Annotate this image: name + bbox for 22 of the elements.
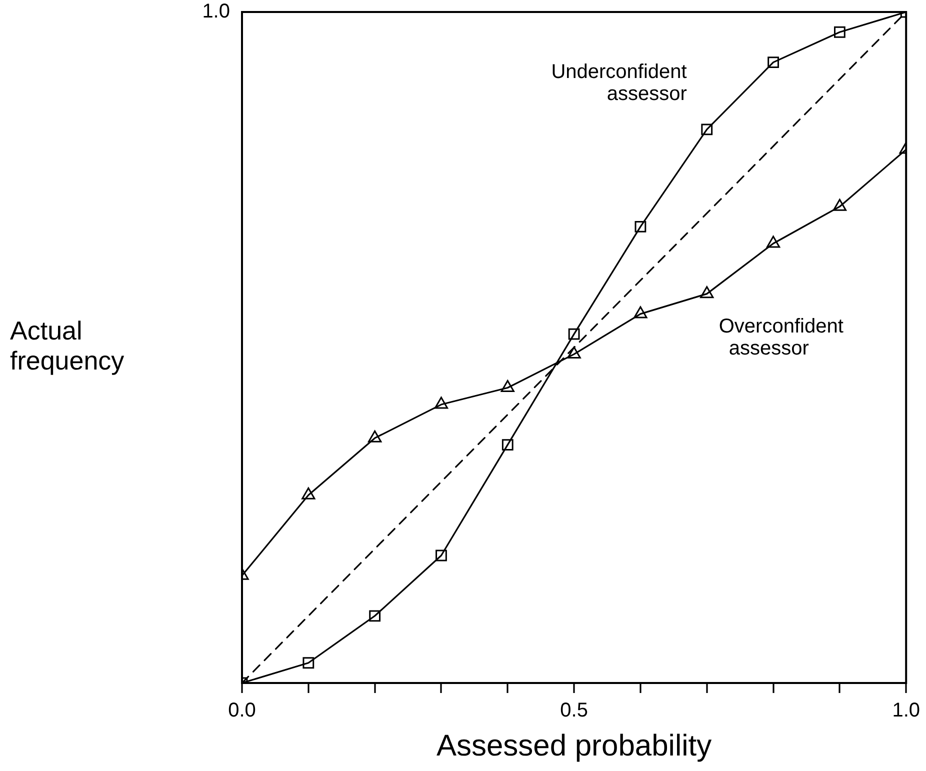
point	[634, 306, 648, 318]
point	[768, 56, 779, 68]
x-tick-label: 1.0	[892, 700, 920, 722]
point	[700, 286, 714, 298]
point	[368, 430, 382, 442]
series-label: Underconfident assessor	[551, 60, 688, 105]
point	[500, 380, 514, 392]
x-tick-label: 0.0	[228, 700, 256, 722]
point	[832, 198, 846, 211]
y-axis-title: Actual frequency	[10, 316, 124, 376]
point	[634, 221, 646, 232]
x-tick-label: 0.5	[560, 700, 588, 722]
point	[302, 487, 316, 500]
text: 1.0	[202, 0, 230, 23]
point	[834, 26, 846, 38]
x-axis-title: Assessed probability	[436, 729, 712, 762]
point	[701, 124, 713, 136]
series-label: Overconfident assessor	[718, 315, 844, 360]
point	[568, 328, 580, 340]
point	[766, 236, 780, 248]
point	[434, 396, 448, 409]
point	[567, 346, 581, 358]
